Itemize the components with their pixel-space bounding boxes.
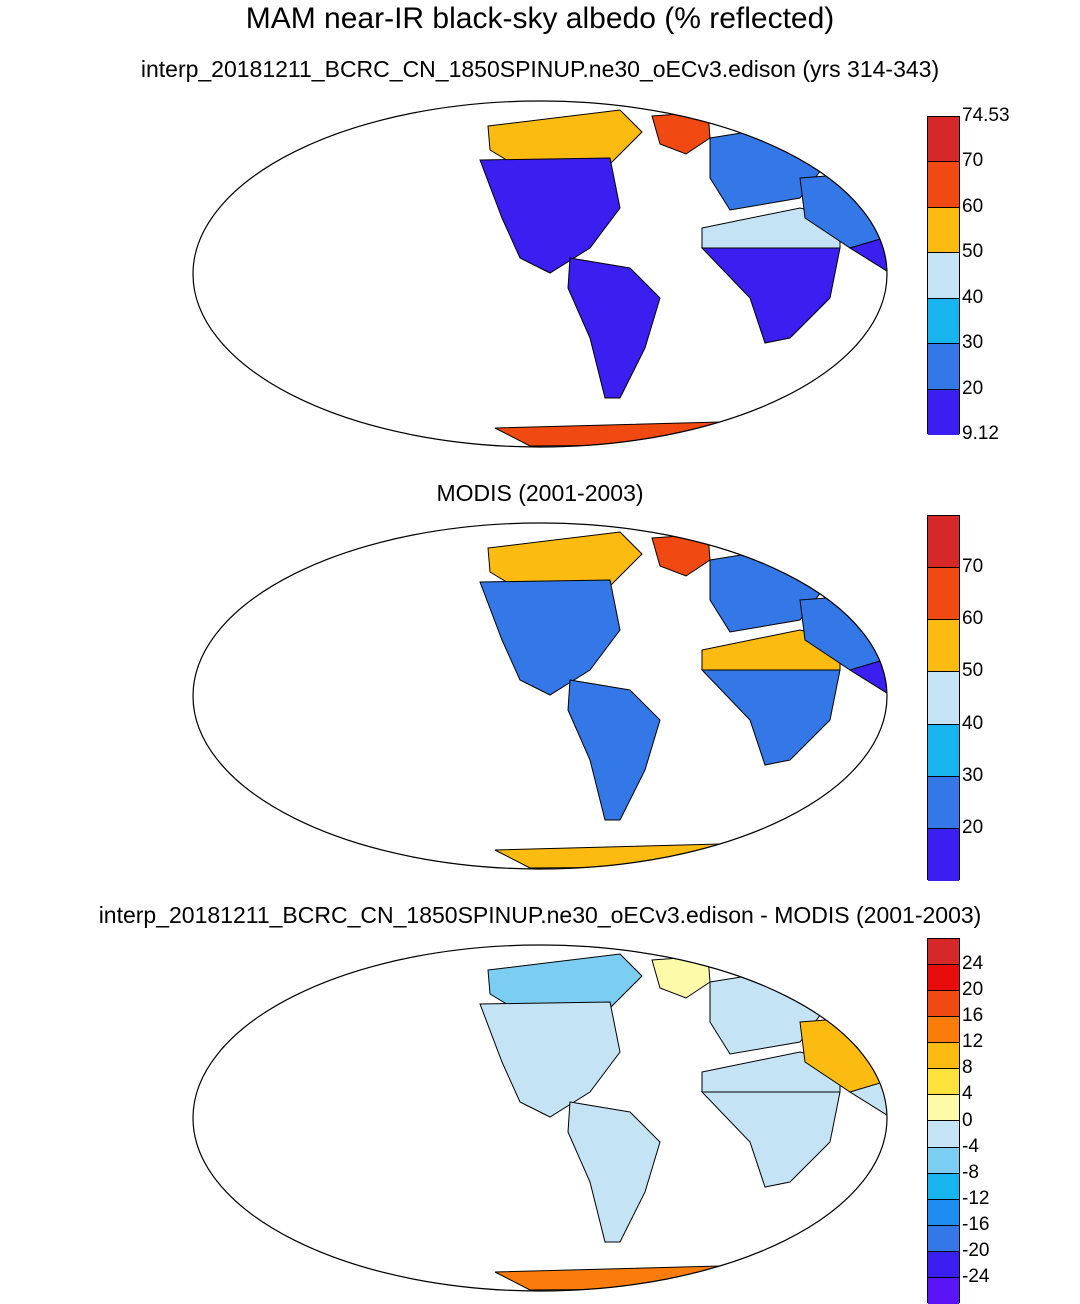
colorbar-segment [928, 939, 959, 966]
colorbar-segment [928, 828, 959, 881]
colorbar-segment [928, 1017, 959, 1044]
map-panel-3 [192, 944, 888, 1292]
land-south-asia [848, 217, 887, 289]
colorbar-tick-label: -4 [962, 1135, 979, 1157]
land-south-asia [848, 639, 887, 711]
colorbar-tick-label: 16 [962, 1005, 984, 1027]
land-greenland [651, 533, 711, 577]
map-border [192, 100, 888, 448]
colorbar-segment [928, 298, 959, 345]
colorbar-tick-label: 20 [962, 377, 984, 399]
land-siberia [809, 113, 887, 179]
colorbar-2 [927, 515, 960, 881]
colorbar-segment [928, 965, 959, 992]
colorbar-segment [928, 1251, 959, 1278]
land-south-asia [848, 1061, 887, 1133]
panel-3-title: interp_20181211_BCRC_CN_1850SPINUP.ne30_… [98, 902, 982, 928]
colorbar-3 [927, 938, 960, 1304]
colorbar-tick-label: 70 [962, 150, 984, 172]
map-border [192, 944, 888, 1292]
land-antarctica [494, 837, 887, 869]
colorbar-tick-label: 60 [962, 195, 984, 217]
land-siberia [809, 535, 887, 601]
land-north-america [479, 1001, 621, 1118]
colorbar-segment [928, 1199, 959, 1226]
colorbar-segment [928, 568, 959, 621]
colorbar-tick-label: 60 [962, 608, 984, 630]
land-siberia [809, 957, 887, 1023]
land-antarctica [494, 415, 887, 447]
main-title: MAM near-IR black-sky albedo (% reflecte… [245, 2, 835, 35]
land-antarctica [494, 1259, 887, 1291]
colorbar-segment [928, 724, 959, 777]
colorbar-segment [928, 1225, 959, 1252]
colorbar-segment [928, 620, 959, 673]
map-panel-2 [192, 522, 888, 870]
colorbar-segment [928, 389, 959, 435]
land-north-america [479, 157, 621, 274]
colorbar-1 [927, 116, 960, 435]
colorbar-tick-label: 24 [962, 953, 984, 975]
colorbar-segment [928, 516, 959, 569]
colorbar-segment [928, 1095, 959, 1122]
land-greenland [651, 111, 711, 155]
colorbar-tick-label: 40 [962, 286, 984, 308]
colorbar-tick-label: 70 [962, 556, 984, 578]
colorbar-tick-label: -16 [962, 1213, 990, 1235]
land-africa [700, 247, 841, 344]
land-south-america [567, 257, 661, 399]
colorbar-segment [928, 1147, 959, 1174]
colorbar-tick-label: 12 [962, 1031, 984, 1053]
colorbar-tick-label: -20 [962, 1239, 990, 1261]
colorbar-segment [928, 117, 959, 163]
colorbar-tick-label: -24 [962, 1265, 990, 1287]
colorbar-segment [928, 1173, 959, 1200]
colorbar-tick-label: 0 [962, 1109, 973, 1131]
colorbar-tick-label: 8 [962, 1057, 973, 1079]
colorbar-segment [928, 207, 959, 254]
colorbar-tick-label: 40 [962, 712, 984, 734]
land-africa [700, 669, 841, 766]
colorbar-segment [928, 1277, 959, 1304]
colorbar-tick-label: 9.12 [962, 423, 999, 444]
colorbar-segment [928, 162, 959, 208]
colorbar-tick-label: 20 [962, 816, 984, 838]
land-south-america [567, 1101, 661, 1243]
colorbar-segment [928, 344, 959, 390]
colorbar-segment [928, 672, 959, 725]
land-south-america [567, 679, 661, 821]
map-panel-1 [192, 100, 888, 448]
colorbar-tick-label: -12 [962, 1187, 990, 1209]
land-greenland [651, 955, 711, 999]
colorbar-tick-label: 30 [962, 764, 984, 786]
colorbar-tick-label: 20 [962, 979, 984, 1001]
colorbar-segment [928, 991, 959, 1018]
land-north-america [479, 579, 621, 696]
colorbar-tick-label: -8 [962, 1161, 979, 1183]
colorbar-tick-label: 30 [962, 332, 984, 354]
panel-2-title: MODIS (2001-2003) [436, 480, 644, 506]
colorbar-tick-label: 50 [962, 241, 984, 263]
colorbar-tick-label: 74.53 [962, 105, 1010, 126]
colorbar-segment [928, 1043, 959, 1070]
colorbar-segment [928, 776, 959, 829]
panel-1-title: interp_20181211_BCRC_CN_1850SPINUP.ne30_… [140, 56, 940, 82]
colorbar-tick-label: 4 [962, 1083, 973, 1105]
colorbar-segment [928, 1121, 959, 1148]
colorbar-segment [928, 1069, 959, 1096]
map-border [192, 522, 888, 870]
colorbar-tick-label: 50 [962, 660, 984, 682]
land-africa [700, 1091, 841, 1188]
colorbar-segment [928, 253, 959, 299]
